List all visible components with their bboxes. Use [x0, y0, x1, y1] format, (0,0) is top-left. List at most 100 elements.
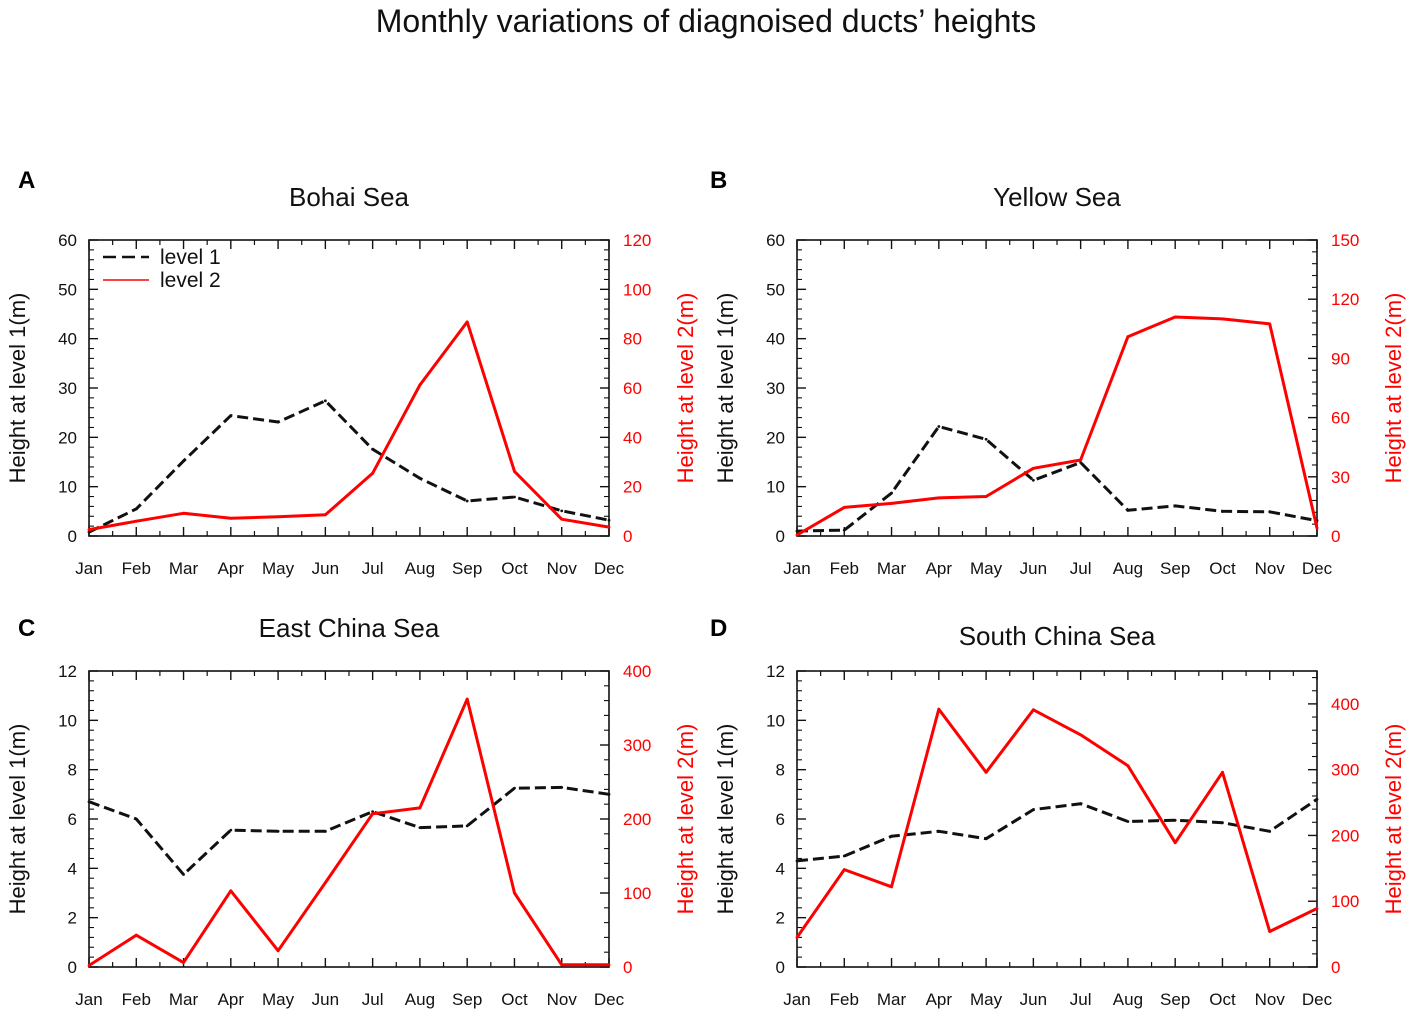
x-tick-label: Apr [926, 559, 953, 578]
data-point [842, 854, 846, 858]
data-point [890, 885, 893, 889]
data-point [276, 420, 280, 424]
x-tick-label: Mar [877, 559, 907, 578]
y-right-tick-label: 40 [623, 428, 642, 447]
y-left-tick-label: 40 [766, 330, 785, 349]
data-point [1268, 930, 1272, 933]
x-tick-label: Mar [169, 990, 199, 1009]
data-point [1268, 510, 1272, 514]
x-tick-label: Feb [830, 559, 859, 578]
data-point [87, 528, 91, 531]
data-point [513, 469, 516, 473]
y-left-tick-label: 60 [766, 231, 785, 250]
data-point [134, 507, 138, 511]
panels: A Bohai Sea Jan Feb Mar Apr May Jun Jul Aug Sep Oct… [5, 167, 1406, 1009]
x-tick-label: Jun [1020, 559, 1047, 578]
data-point [607, 792, 611, 796]
panel-letter: D [710, 615, 727, 642]
data-point [795, 936, 799, 939]
y-left-tick-label: 12 [58, 662, 77, 681]
plot-frame [796, 670, 1318, 968]
data-point [1268, 829, 1272, 833]
panel-b: B Yellow Sea Jan Feb Mar Apr May Jun Jul Aug Sep Oc… [710, 167, 1406, 578]
x-tick-label: Nov [1255, 559, 1286, 578]
data-point [937, 829, 941, 833]
data-point [984, 495, 988, 498]
series-line-level2 [88, 697, 609, 967]
x-tick-label: Jun [312, 990, 339, 1009]
y-right-tick-label: 90 [1331, 349, 1350, 368]
y-right-tick-label: 20 [623, 478, 642, 497]
data-point [418, 826, 422, 830]
data-point [418, 383, 422, 387]
data-point [1315, 907, 1319, 910]
y-right-tick-label: 100 [623, 280, 651, 299]
panel-letter: A [18, 167, 35, 194]
panel-title: Bohai Sea [289, 182, 410, 212]
plot-frame [796, 239, 1318, 537]
legend-label-level1: level 1 [160, 246, 221, 269]
legend-label-level2: level 2 [160, 269, 221, 292]
data-point [937, 707, 941, 711]
data-point [937, 496, 941, 500]
data-point [1221, 770, 1224, 774]
data-point [134, 933, 138, 937]
x-tick-label: May [970, 990, 1003, 1009]
y-left-tick-label: 30 [766, 379, 785, 398]
data-point [607, 518, 611, 522]
y-right-tick-label: 300 [623, 736, 651, 755]
x-tick-label: Feb [830, 990, 859, 1009]
x-tick-label: Oct [501, 559, 528, 578]
y-left-tick-label: 10 [58, 478, 77, 497]
y-right-tick-label: 200 [1331, 826, 1359, 845]
y-right-tick-label: 100 [1331, 892, 1359, 911]
data-point [1126, 764, 1130, 768]
x-tick-label: Sep [1160, 990, 1190, 1009]
data-point [229, 828, 233, 832]
data-point [323, 399, 327, 403]
y-left-tick-label: 6 [68, 810, 77, 829]
series-line-level2 [88, 320, 610, 532]
data-point [87, 530, 91, 534]
data-point [513, 786, 516, 790]
x-tick-label: Aug [1113, 990, 1143, 1009]
y-left-tick-label: 10 [58, 711, 77, 730]
series-line-level1 [796, 798, 1318, 863]
data-point [1268, 322, 1272, 326]
x-tick-label: May [970, 559, 1003, 578]
panel-a: A Bohai Sea Jan Feb Mar Apr May Jun Jul Aug Sep Oct… [5, 167, 698, 578]
data-point [842, 868, 846, 872]
data-point [842, 528, 846, 532]
x-tick-label: Jun [1020, 990, 1047, 1009]
y-left-tick-label: 50 [58, 280, 77, 299]
y-left-tick-label: 20 [766, 428, 785, 447]
data-point [1031, 808, 1035, 812]
y-left-tick-label: 0 [68, 958, 77, 977]
data-point [182, 511, 185, 515]
data-point [1126, 820, 1130, 823]
data-point [323, 881, 327, 885]
data-point [1031, 708, 1035, 712]
data-point [890, 834, 893, 838]
y-right-axis-label: Height at level 2(m) [673, 724, 698, 915]
x-tick-label: Jul [1070, 559, 1092, 578]
y-right-tick-label: 200 [623, 810, 651, 829]
x-tick-label: Mar [877, 990, 907, 1009]
x-tick-label: Oct [1209, 559, 1236, 578]
data-point [795, 529, 799, 533]
x-tick-label: Sep [452, 990, 482, 1009]
data-point [1173, 818, 1177, 822]
series-line-level1 [88, 785, 610, 876]
data-point [465, 824, 469, 828]
y-right-tick-label: 400 [1331, 695, 1359, 714]
x-tick-label: Dec [1302, 559, 1333, 578]
y-right-tick-label: 100 [623, 884, 651, 903]
x-tick-label: Jan [783, 559, 810, 578]
x-tick-label: Jul [1070, 990, 1092, 1009]
data-point [1173, 315, 1177, 319]
y-left-axis-label: Height at level 1(m) [713, 724, 738, 915]
panel-c: C East China Sea Jan Feb Mar Apr May Jun Jul Aug S… [5, 613, 698, 1009]
y-right-tick-label: 80 [623, 330, 642, 349]
x-tick-label: Jan [75, 559, 102, 578]
x-tick-label: Oct [1209, 990, 1236, 1009]
